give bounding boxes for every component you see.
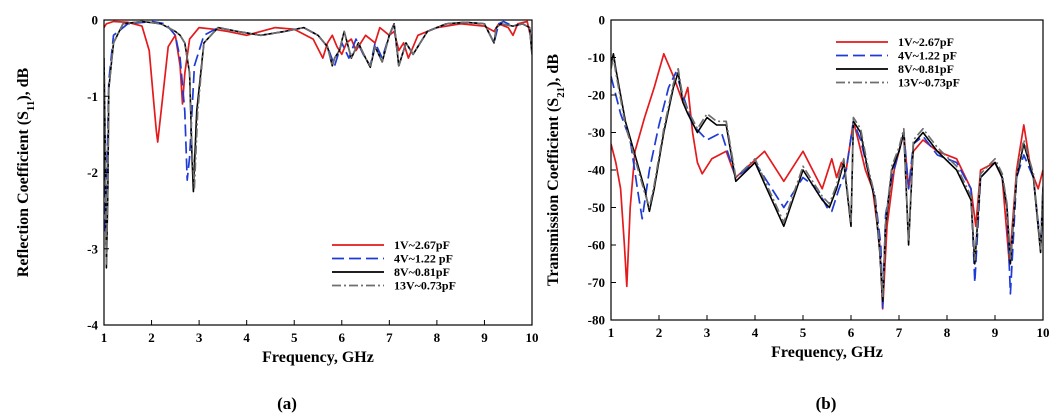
- x-tick-label-b-2: 2: [656, 325, 663, 340]
- legend-label-b-2: 4V~1.22 pF: [898, 49, 957, 63]
- panel-label-a: (a): [277, 394, 297, 413]
- x-tick-label-a-6: 6: [339, 330, 346, 345]
- y-tick-label-b-0: 0: [599, 13, 606, 28]
- y-axis-label-a: Reflection Coefficient (S11), dB: [15, 67, 37, 277]
- legend-label-a-3: 8V~0.81pF: [394, 265, 450, 279]
- y-tick-label-a--3: -3: [87, 241, 98, 256]
- y-tick-label-a--4: -4: [87, 318, 98, 333]
- legend-label-b-3: 8V~0.81pF: [898, 62, 954, 76]
- legend-label-a-4: 13V~0.73pF: [394, 279, 456, 293]
- legend-label-b-1: 1V~2.67pF: [898, 35, 954, 49]
- x-tick-label-b-3: 3: [704, 325, 711, 340]
- y-tick-label-b--70: -70: [588, 275, 605, 290]
- plot-frame-a: [103, 19, 533, 326]
- y-tick-label-b--10: -10: [588, 50, 605, 65]
- x-tick-label-a-1: 1: [101, 330, 108, 345]
- x-tick-label-a-7: 7: [386, 330, 393, 345]
- series-line-a-4: [104, 20, 532, 265]
- y-tick-label-b--50: -50: [588, 200, 605, 215]
- legend-label-a-1: 1V~2.67pF: [394, 238, 450, 252]
- x-tick-label-a-8: 8: [434, 330, 441, 345]
- panel-label-b: (b): [816, 394, 837, 413]
- x-tick-label-b-6: 6: [848, 325, 855, 340]
- y-tick-label-a--2: -2: [87, 165, 98, 180]
- x-tick-label-a-10: 10: [526, 330, 539, 345]
- chart-transmission-coefficient: 1 2 3 4 5 6 7 8 9 10 0 -10 -20 -30 -40 -50 -60 -70 -80 Freq…: [545, 13, 1050, 362]
- x-tick-label-a-3: 3: [196, 330, 203, 345]
- series-line-b-3: [611, 53, 1043, 303]
- y-tick-label-b--20: -20: [588, 88, 605, 103]
- y-axis-label-b: Transmission Coefficient (S21), dB: [545, 54, 567, 286]
- x-tick-label-b-1: 1: [608, 325, 615, 340]
- x-tick-label-a-9: 9: [481, 330, 488, 345]
- x-axis-label-b: Frequency, GHz: [771, 344, 883, 361]
- series-line-b-4: [611, 56, 1043, 299]
- series-group-b: [611, 52, 1043, 310]
- y-tick-label-b--80: -80: [588, 313, 605, 328]
- x-axis-label-a: Frequency, GHz: [262, 349, 374, 366]
- chart-reflection-coefficient: 1 2 3 4 5 6 7 8 9 10 -4 -3 -2 -1 0 Frequency, GHz Reflec…: [15, 13, 539, 367]
- series-line-b-1: [611, 52, 1043, 310]
- x-tick-label-a-5: 5: [291, 330, 298, 345]
- series-group-a: [104, 20, 532, 269]
- y-tick-label-a-0: 0: [92, 13, 99, 28]
- series-line-a-3: [104, 20, 532, 269]
- x-tick-label-a-2: 2: [148, 330, 155, 345]
- legend-label-a-2: 4V~1.22 pF: [394, 252, 453, 266]
- x-tick-label-b-4: 4: [752, 325, 759, 340]
- x-tick-label-a-4: 4: [243, 330, 250, 345]
- y-tick-label-a--1: -1: [87, 89, 98, 104]
- y-tick-label-b--60: -60: [588, 238, 605, 253]
- legend-label-b-4: 13V~0.73pF: [898, 76, 960, 90]
- x-tick-label-b-9: 9: [992, 325, 999, 340]
- plot-frame-b: [610, 19, 1044, 321]
- series-line-a-1: [104, 20, 532, 143]
- x-tick-label-b-10: 10: [1037, 325, 1050, 340]
- x-tick-label-b-5: 5: [800, 325, 807, 340]
- x-tick-label-b-8: 8: [944, 325, 951, 340]
- y-tick-label-b--40: -40: [588, 163, 605, 178]
- x-tick-label-b-7: 7: [896, 325, 903, 340]
- y-tick-label-b--30: -30: [588, 125, 605, 140]
